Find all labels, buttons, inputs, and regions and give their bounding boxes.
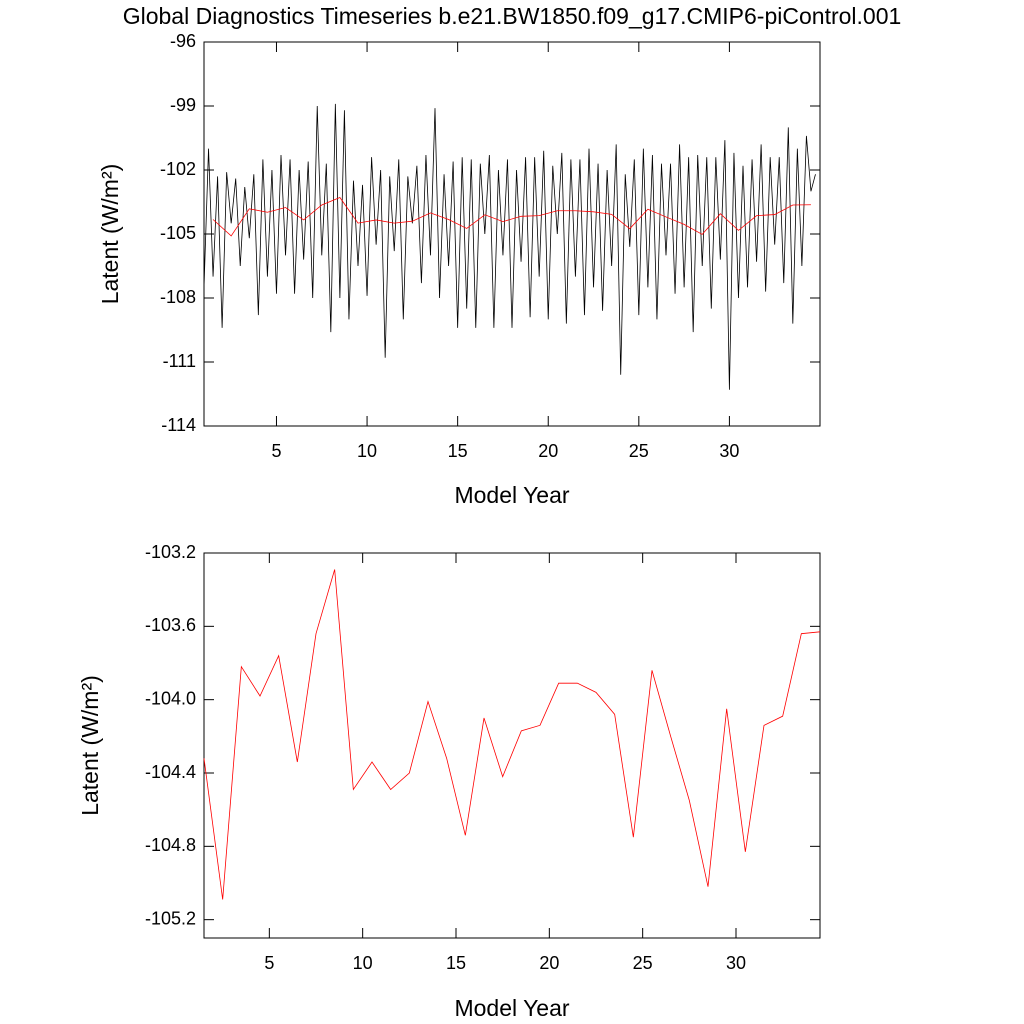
x-tick-label: 5 [264,953,274,973]
x-tick-label: 30 [726,953,746,973]
data-line [203,103,816,390]
y-tick-label: -102 [160,159,196,179]
x-tick-label: 10 [353,953,373,973]
plot-frame [203,552,821,939]
x-axis-label: Model Year [454,482,569,508]
y-tick-label: -103.6 [145,615,196,635]
x-tick-label: 10 [357,441,377,461]
y-tick-label: -114 [161,415,196,435]
x-tick-label: 15 [446,953,466,973]
y-axis-label: Latent (W/m²) [97,164,123,305]
y-tick-label: -105.2 [145,908,196,928]
x-tick-label: 5 [271,441,281,461]
y-tick-label: -104.8 [145,835,196,855]
y-tick-label: -96 [170,31,196,51]
y-tick-label: -111 [163,351,196,371]
chart-title: Global Diagnostics Timeseries b.e21.BW18… [123,3,902,29]
y-tick-label: -108 [160,287,196,307]
x-tick-label: 25 [633,953,653,973]
x-tick-label: 20 [539,953,559,973]
y-tick-label: -104.0 [145,688,196,708]
y-tick-label: -103.2 [145,542,196,562]
data-line [203,569,821,900]
y-tick-label: -105 [160,223,196,243]
x-tick-label: 30 [719,441,739,461]
y-tick-label: -99 [170,95,196,115]
y-tick-label: -104.4 [145,762,196,782]
y-axis-label: Latent (W/m²) [77,675,103,816]
x-tick-label: 20 [538,441,558,461]
x-tick-label: 25 [629,441,649,461]
x-tick-label: 15 [448,441,468,461]
data-line [212,197,811,237]
x-axis-label: Model Year [454,995,569,1021]
